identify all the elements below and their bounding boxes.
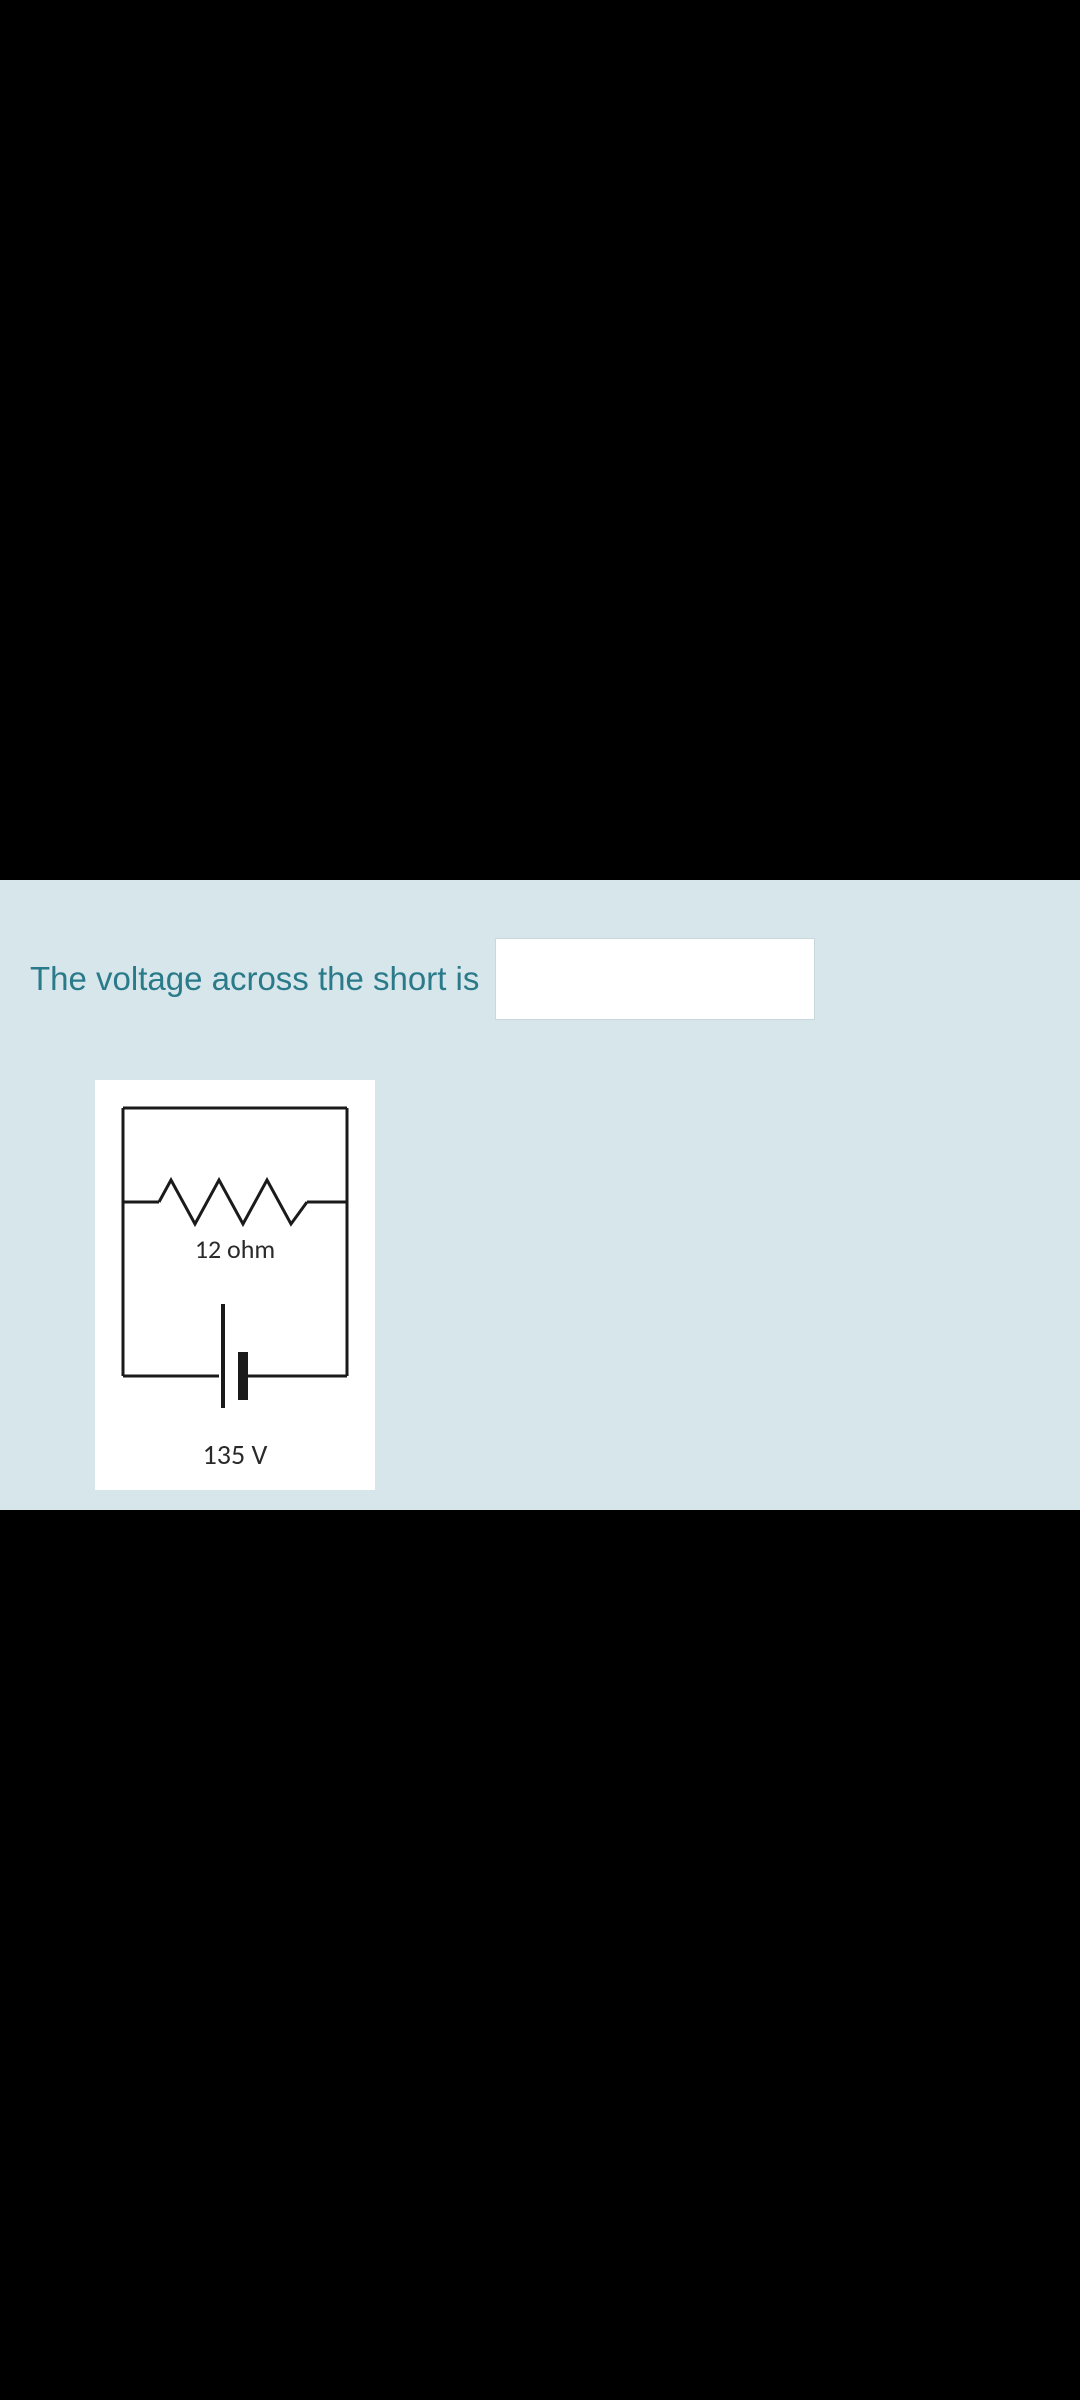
circuit-diagram-card: 12 ohm 135 V <box>95 1080 375 1490</box>
battery-label: 135 V <box>95 1437 375 1472</box>
resistor-icon <box>159 1180 307 1224</box>
content-band: The voltage across the short is 12 ohm <box>0 880 1080 1510</box>
question-prompt: The voltage across the short is <box>30 960 479 998</box>
question-row: The voltage across the short is <box>30 938 1050 1020</box>
resistor-label: 12 ohm <box>195 1233 275 1265</box>
answer-input[interactable] <box>495 938 815 1020</box>
circuit-svg: 12 ohm <box>95 1096 375 1426</box>
